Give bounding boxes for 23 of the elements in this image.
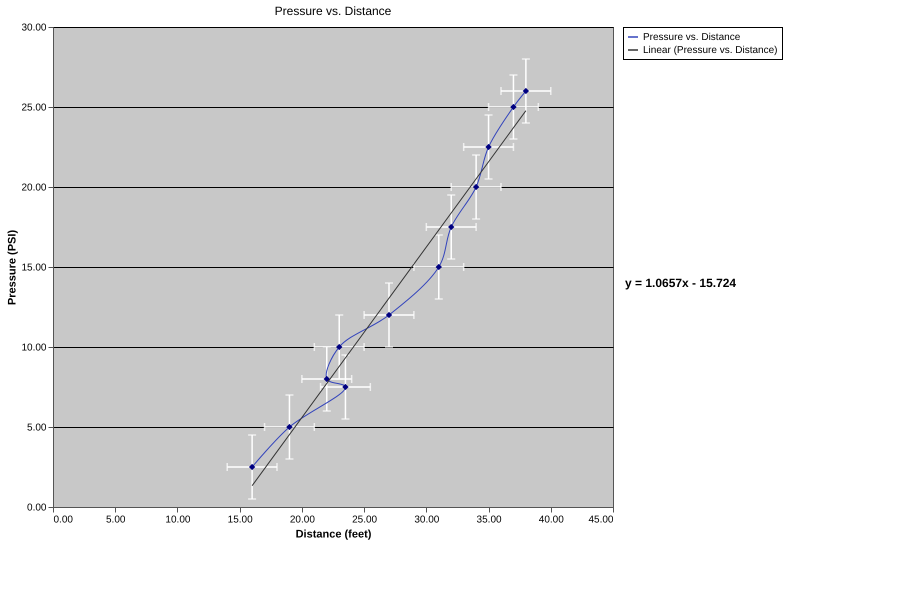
- y-tick-label: 25.00: [21, 102, 47, 114]
- y-tick-label: 15.00: [21, 262, 47, 274]
- y-axis-title: Pressure (PSI): [6, 230, 18, 306]
- x-tick-label: 25.00: [352, 514, 378, 526]
- x-tick-label: 15.00: [228, 514, 254, 526]
- y-tick-label: 20.00: [21, 182, 47, 194]
- x-tick-label: 20.00: [290, 514, 316, 526]
- legend-label: Pressure vs. Distance: [643, 32, 741, 43]
- text: y = 1.0657x - 15.724: [625, 276, 736, 290]
- x-tick-label: 40.00: [538, 514, 564, 526]
- x-tick-label: 45.00: [588, 514, 614, 526]
- chart-title: Pressure vs. Distance: [274, 4, 392, 18]
- x-tick-label: 30.00: [414, 514, 440, 526]
- y-tick-label: 30.00: [21, 22, 47, 34]
- y-tick-label: 0.00: [27, 502, 47, 514]
- y-tick-label: 5.00: [27, 422, 47, 434]
- x-tick-label: 35.00: [476, 514, 502, 526]
- legend-label: Linear (Pressure vs. Distance): [643, 45, 778, 56]
- x-tick-label: 0.00: [54, 514, 74, 526]
- x-axis-title: Distance (feet): [296, 528, 372, 540]
- y-tick-label: 10.00: [21, 342, 47, 354]
- x-tick-label: 5.00: [106, 514, 126, 526]
- x-tick-label: 10.00: [165, 514, 191, 526]
